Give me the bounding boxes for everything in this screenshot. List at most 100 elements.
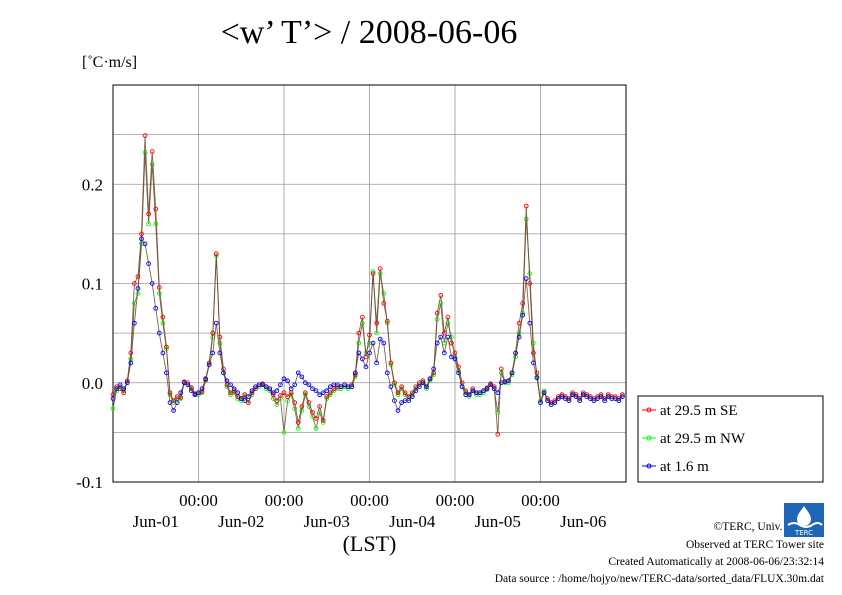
data-point bbox=[324, 388, 330, 394]
data-point bbox=[160, 350, 166, 356]
data-point bbox=[303, 390, 308, 396]
data-point bbox=[164, 344, 169, 350]
data-point bbox=[213, 320, 219, 326]
data-point bbox=[171, 398, 176, 403]
data-point bbox=[142, 133, 148, 138]
x-tick-label: 00:00 bbox=[265, 491, 304, 510]
x-tick-label: 00:00 bbox=[436, 491, 475, 510]
data-point bbox=[153, 206, 159, 212]
plot-frame bbox=[112, 84, 627, 483]
data-point bbox=[356, 330, 362, 336]
y-tick-label: 0.1 bbox=[82, 275, 103, 294]
data-point bbox=[128, 360, 134, 366]
x-axis-label: (LST) bbox=[343, 531, 397, 556]
data-point bbox=[263, 384, 269, 390]
data-point bbox=[381, 340, 387, 346]
data-point bbox=[616, 398, 622, 403]
data-point bbox=[367, 332, 372, 338]
data-point bbox=[149, 281, 155, 286]
data-point bbox=[299, 404, 305, 409]
data-point bbox=[381, 291, 387, 296]
data-point bbox=[124, 380, 130, 386]
data-point bbox=[281, 390, 287, 396]
data-point bbox=[545, 398, 550, 403]
data-point bbox=[466, 392, 472, 398]
y-axis-units: [˚C·m/s] bbox=[82, 54, 138, 71]
data-point bbox=[605, 394, 611, 399]
data-point bbox=[477, 390, 483, 396]
data-point bbox=[246, 400, 251, 405]
data-point bbox=[320, 418, 326, 423]
data-point bbox=[452, 350, 458, 356]
data-point bbox=[320, 390, 326, 396]
data-point bbox=[381, 301, 387, 306]
data-point bbox=[338, 384, 344, 390]
data-point bbox=[577, 398, 583, 403]
data-point bbox=[210, 350, 216, 356]
data-point bbox=[178, 390, 184, 396]
data-point bbox=[292, 400, 298, 405]
data-point bbox=[452, 356, 458, 362]
data-point bbox=[110, 396, 116, 401]
data-point bbox=[110, 406, 116, 411]
data-point bbox=[377, 266, 383, 271]
data-point bbox=[495, 432, 501, 437]
data-point bbox=[413, 388, 419, 394]
data-point bbox=[523, 276, 529, 281]
data-point bbox=[388, 360, 394, 366]
data-point bbox=[409, 394, 415, 399]
x-tick-label: 00:00 bbox=[350, 491, 389, 510]
data-point bbox=[456, 370, 461, 376]
data-point bbox=[228, 390, 233, 396]
data-point bbox=[384, 370, 390, 376]
data-point bbox=[174, 400, 180, 405]
y-tick-label: 0.0 bbox=[82, 374, 103, 393]
data-point bbox=[588, 396, 593, 401]
data-point bbox=[224, 378, 230, 384]
data-point bbox=[146, 221, 151, 227]
data-point bbox=[441, 330, 447, 336]
data-point bbox=[516, 334, 522, 340]
data-point bbox=[363, 354, 369, 360]
data-point bbox=[509, 370, 515, 376]
data-point bbox=[548, 402, 554, 407]
source-credit: Data source : /home/hojyo/new/TERC-data/… bbox=[494, 573, 824, 585]
data-point bbox=[431, 366, 436, 372]
data-point bbox=[114, 386, 119, 392]
data-point bbox=[242, 398, 248, 403]
data-point bbox=[370, 269, 376, 274]
data-point bbox=[360, 314, 365, 320]
data-point bbox=[363, 364, 369, 370]
data-point bbox=[192, 392, 198, 398]
day-label: Jun-02 bbox=[218, 512, 264, 531]
data-point bbox=[491, 386, 497, 392]
data-point bbox=[238, 396, 244, 401]
legend-entry: at 1.6 m bbox=[660, 459, 709, 475]
data-point bbox=[142, 150, 148, 155]
data-point bbox=[153, 221, 159, 227]
data-point bbox=[285, 394, 290, 399]
data-point bbox=[142, 241, 148, 247]
data-point bbox=[217, 340, 223, 346]
data-point bbox=[160, 320, 166, 326]
data-point bbox=[388, 384, 394, 390]
data-point bbox=[367, 350, 372, 356]
data-point bbox=[481, 388, 486, 394]
data-point bbox=[317, 392, 322, 398]
data-point bbox=[281, 430, 287, 435]
data-point bbox=[303, 380, 308, 386]
data-point bbox=[149, 149, 155, 154]
data-point bbox=[206, 362, 212, 368]
data-point bbox=[417, 384, 422, 390]
data-point bbox=[377, 336, 383, 342]
data-point bbox=[281, 376, 287, 382]
data-point bbox=[370, 340, 376, 346]
data-point bbox=[356, 340, 362, 346]
data-point bbox=[424, 384, 429, 390]
data-point bbox=[531, 350, 536, 356]
data-point bbox=[595, 396, 600, 401]
data-point bbox=[559, 394, 565, 399]
data-point bbox=[392, 380, 397, 386]
data-point bbox=[620, 392, 625, 398]
x-tick-label: 00:00 bbox=[179, 491, 218, 510]
